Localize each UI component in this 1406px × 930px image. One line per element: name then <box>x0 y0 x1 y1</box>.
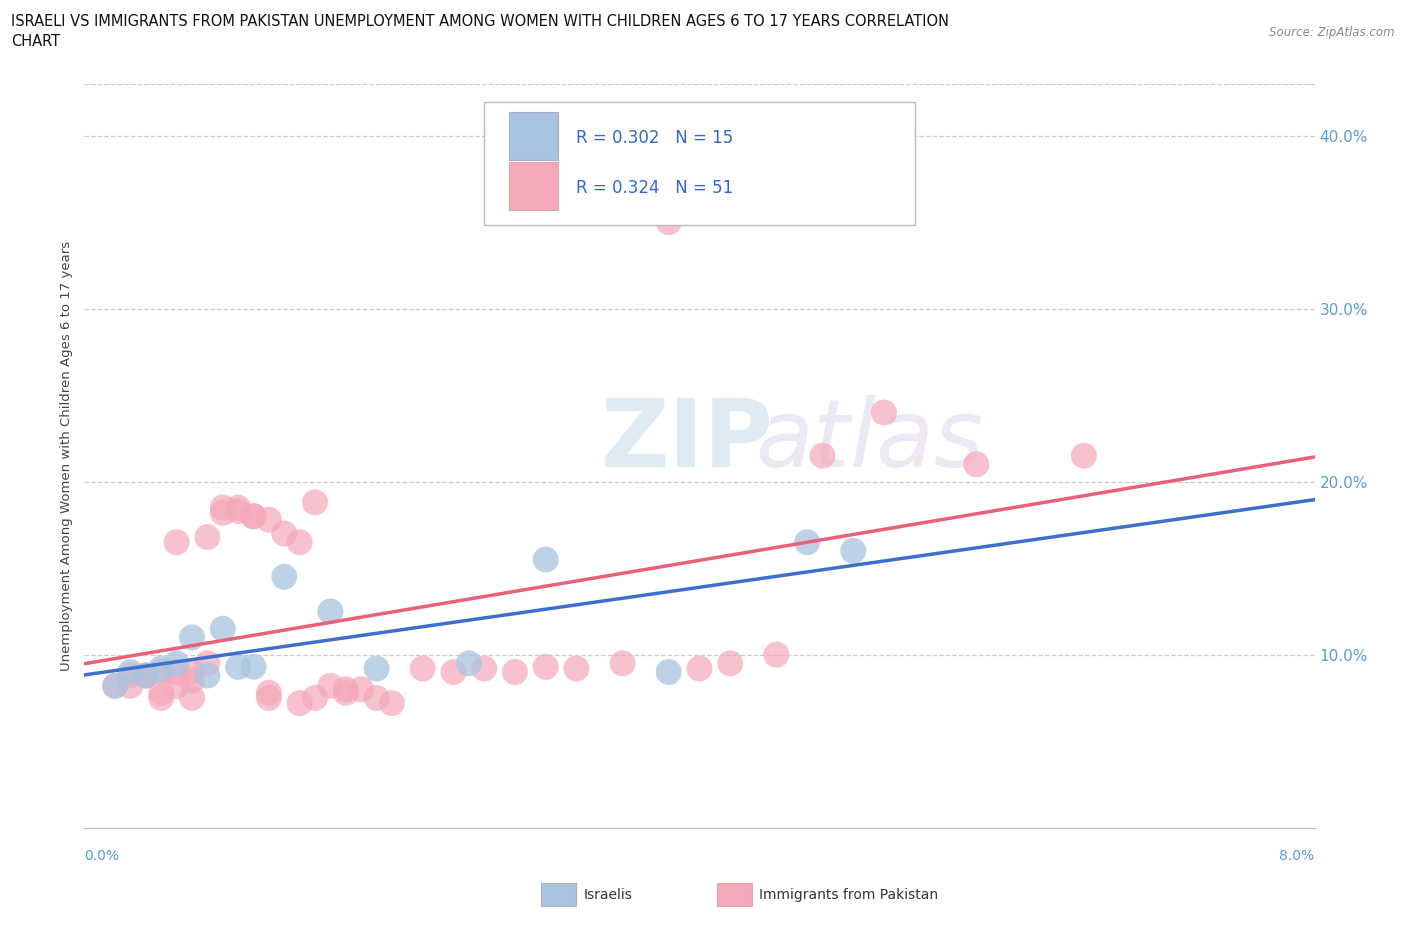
Point <box>412 661 434 676</box>
Point <box>457 656 479 671</box>
Text: 0.0%: 0.0% <box>84 849 120 863</box>
Point <box>166 678 188 693</box>
Point <box>242 509 264 524</box>
FancyBboxPatch shape <box>509 162 558 210</box>
Point <box>181 673 204 688</box>
Point <box>197 529 219 544</box>
Point <box>1073 448 1095 463</box>
Point <box>965 457 987 472</box>
Point <box>503 665 526 680</box>
Point <box>181 690 204 705</box>
Text: Source: ZipAtlas.com: Source: ZipAtlas.com <box>1270 26 1395 39</box>
Point <box>319 678 342 693</box>
Point <box>211 505 233 520</box>
Text: 8.0%: 8.0% <box>1279 849 1315 863</box>
Point <box>181 665 204 680</box>
Point <box>166 535 188 550</box>
Point <box>443 665 465 680</box>
Point <box>304 495 326 510</box>
Point <box>335 685 357 700</box>
Text: Immigrants from Pakistan: Immigrants from Pakistan <box>759 887 938 902</box>
Point <box>120 668 142 683</box>
Point <box>104 678 127 693</box>
Point <box>226 500 249 515</box>
FancyBboxPatch shape <box>509 112 558 160</box>
Point <box>288 535 311 550</box>
Point <box>135 668 157 683</box>
Point <box>135 668 157 683</box>
Point <box>166 656 188 671</box>
Point <box>534 552 557 567</box>
Y-axis label: Unemployment Among Women with Children Ages 6 to 17 years: Unemployment Among Women with Children A… <box>60 241 73 671</box>
Point <box>689 661 711 676</box>
Point <box>472 661 495 676</box>
Text: CHART: CHART <box>11 34 60 49</box>
Point <box>226 659 249 674</box>
FancyBboxPatch shape <box>484 102 915 225</box>
Point <box>288 696 311 711</box>
Point <box>150 665 173 680</box>
Text: ZIP: ZIP <box>602 395 773 486</box>
Point <box>273 526 295 541</box>
Point <box>257 512 280 527</box>
Point <box>612 656 634 671</box>
Point <box>658 215 681 230</box>
Point <box>658 665 681 680</box>
Point <box>242 659 264 674</box>
Point <box>226 504 249 519</box>
Point <box>211 500 233 515</box>
Point <box>381 696 404 711</box>
Point <box>842 543 865 558</box>
Point <box>811 448 834 463</box>
Point <box>718 656 741 671</box>
Point <box>181 630 204 644</box>
Point <box>873 405 896 419</box>
Point <box>242 509 264 524</box>
Point <box>565 661 588 676</box>
Point <box>135 668 157 683</box>
Text: R = 0.324   N = 51: R = 0.324 N = 51 <box>576 179 734 197</box>
Point <box>366 661 388 676</box>
Point <box>765 647 787 662</box>
Text: R = 0.302   N = 15: R = 0.302 N = 15 <box>576 129 734 147</box>
Point <box>120 665 142 680</box>
Point <box>319 604 342 618</box>
Point <box>350 682 373 697</box>
Point <box>120 678 142 693</box>
Text: atlas: atlas <box>755 395 983 486</box>
Point <box>796 535 818 550</box>
Point <box>257 690 280 705</box>
Point <box>104 678 127 693</box>
Point <box>366 690 388 705</box>
Point <box>166 665 188 680</box>
Point <box>197 668 219 683</box>
Point <box>150 690 173 705</box>
Point <box>304 690 326 705</box>
Point <box>150 661 173 676</box>
Point <box>150 685 173 700</box>
Text: ISRAELI VS IMMIGRANTS FROM PAKISTAN UNEMPLOYMENT AMONG WOMEN WITH CHILDREN AGES : ISRAELI VS IMMIGRANTS FROM PAKISTAN UNEM… <box>11 14 949 29</box>
Point <box>534 659 557 674</box>
Text: Israelis: Israelis <box>583 887 633 902</box>
Point <box>197 656 219 671</box>
Point <box>257 685 280 700</box>
Point <box>273 569 295 584</box>
Point <box>335 682 357 697</box>
Point <box>211 621 233 636</box>
